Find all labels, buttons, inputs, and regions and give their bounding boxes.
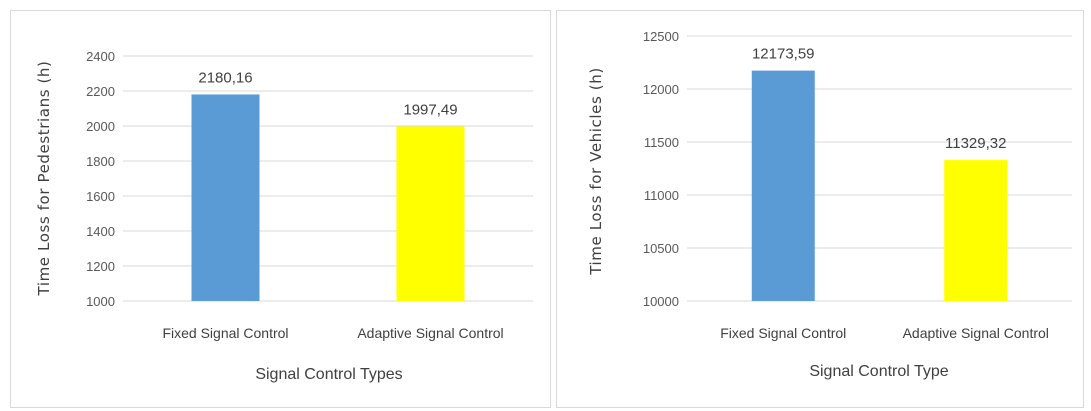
data-label: 1997,49 [403,101,457,118]
pedestrian-chart-panel: Time Loss for Pedestrians (h) Signal Con… [10,10,551,408]
data-label: 12173,59 [752,46,815,63]
y-axis-title: Time Loss for Pedestrians (h) [35,61,53,297]
pedestrian-time-loss-chart: Time Loss for Pedestrians (h) Signal Con… [35,49,533,383]
y-tick-label: 2400 [86,49,115,64]
category-label: Fixed Signal Control [720,325,846,341]
x-axis-title: Signal Control Types [255,366,402,383]
y-tick-label: 10500 [643,241,679,256]
y-tick-label: 12000 [643,82,679,97]
bar-adaptive [944,160,1008,301]
bar-adaptive [396,126,465,302]
bar-fixed [191,94,260,301]
y-tick-label: 1000 [86,294,115,309]
category-label: Fixed Signal Control [162,325,288,341]
vehicle-time-loss-chart: Time Loss for Vehicles (h) Signal Contro… [587,29,1072,380]
y-axis-title: Time Loss for Vehicles (h) [587,67,605,276]
y-tick-label: 1400 [86,224,115,239]
y-tick-label: 2200 [86,84,115,99]
data-label: 11329,32 [945,135,1006,152]
y-tick-label: 1600 [86,189,115,204]
data-label: 2180,16 [198,69,252,86]
x-axis-title: Signal Control Type [809,363,948,380]
bar-fixed [751,70,815,301]
y-tick-label: 11000 [644,188,679,203]
category-label: Adaptive Signal Control [357,325,503,341]
category-label: Adaptive Signal Control [903,325,1049,341]
y-tick-label: 1200 [86,259,115,274]
y-tick-label: 2000 [86,119,115,134]
vehicle-chart-panel: Time Loss for Vehicles (h) Signal Contro… [556,10,1084,408]
y-tick-label: 10000 [643,294,679,309]
y-tick-label: 12500 [643,29,679,44]
y-tick-label: 11500 [644,135,679,150]
y-tick-label: 1800 [86,154,115,169]
